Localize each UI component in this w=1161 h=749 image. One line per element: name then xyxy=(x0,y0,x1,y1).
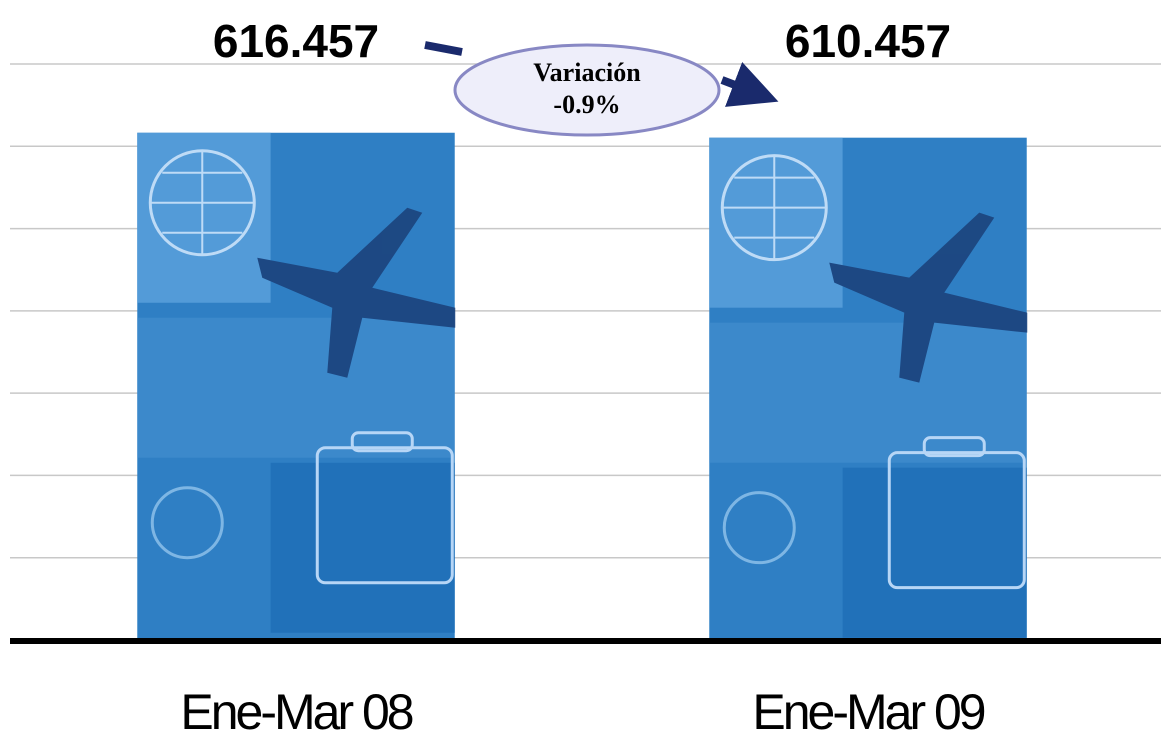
globe-grid xyxy=(150,150,255,255)
suitcase-handle xyxy=(922,436,986,458)
panel xyxy=(709,137,843,308)
arrow xyxy=(424,41,463,56)
panel xyxy=(137,317,455,458)
value-label: 616.457 xyxy=(213,15,379,67)
annotation-text: -0.9% xyxy=(553,90,620,119)
panel xyxy=(137,132,271,303)
plane xyxy=(829,212,1028,383)
stamp xyxy=(150,486,224,560)
bar-decoration xyxy=(137,132,456,633)
annotation-bubble xyxy=(453,43,721,137)
suitcase-handle xyxy=(350,431,414,453)
annotation-title: Variación xyxy=(533,58,641,87)
panel xyxy=(842,467,1027,638)
arrow xyxy=(720,62,779,107)
stamp xyxy=(722,491,796,565)
bar-decoration xyxy=(709,137,1028,638)
bars xyxy=(137,132,1028,640)
suitcase xyxy=(315,446,454,585)
plane xyxy=(257,207,456,378)
panel xyxy=(270,462,455,633)
panel xyxy=(709,322,1027,463)
suitcase xyxy=(887,451,1026,590)
x-tick-label: Ene-Mar 09 xyxy=(752,684,984,740)
globe-grid xyxy=(722,155,827,260)
x-tick-label: Ene-Mar 08 xyxy=(180,684,412,740)
value-label: 610.457 xyxy=(785,15,951,67)
